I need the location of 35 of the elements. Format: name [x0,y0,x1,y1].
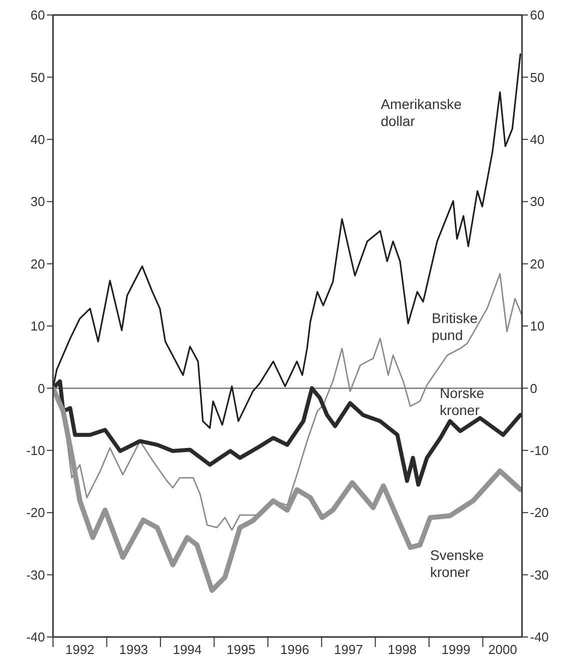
y2-tick-label: -30 [530,567,549,582]
series-label: Norske kroner [440,385,486,420]
y-tick-label: -20 [26,505,45,520]
y-tick-label: -30 [26,567,45,582]
y2-tick-label: 40 [530,132,544,148]
y2-tick-label: 30 [530,194,544,210]
y2-tick-label: 60 [530,8,544,23]
x-tick-label: 1994 [172,642,202,657]
x-tick-label: 1999 [441,642,470,657]
y-tick-label: 0 [38,380,45,396]
y-tick-label: -40 [26,630,45,645]
x-tick-label: 1996 [280,642,310,657]
y2-tick-label: 0 [530,380,538,396]
y2-tick-label: 20 [530,256,544,272]
y-tick-label: 10 [30,318,45,334]
y-tick-label: 40 [30,132,45,148]
y2-tick-label: -20 [530,505,549,520]
y-tick-label: -10 [26,443,45,458]
x-tick-label: 2000 [488,642,518,657]
y-tick-label: 60 [30,8,45,23]
y-tick-label: 50 [30,70,45,85]
y2-tick-label: -40 [530,630,549,645]
y-tick-label: 30 [30,194,45,210]
x-tick-label: 1997 [334,642,363,657]
text: Amerikanske dollar [380,96,462,130]
y2-tick-label: 10 [530,318,544,334]
x-tick-label: 1992 [65,642,94,657]
series-label: Britiske pund [432,310,479,344]
x-tick-label: 1995 [226,642,256,657]
y2-tick-label: -10 [530,443,549,458]
y2-tick-label: 50 [530,70,544,85]
x-tick-label: 1993 [119,642,148,657]
series-label: Svenske kroner [430,546,485,581]
y-tick-label: 20 [30,256,45,272]
x-tick-label: 1998 [388,642,417,657]
